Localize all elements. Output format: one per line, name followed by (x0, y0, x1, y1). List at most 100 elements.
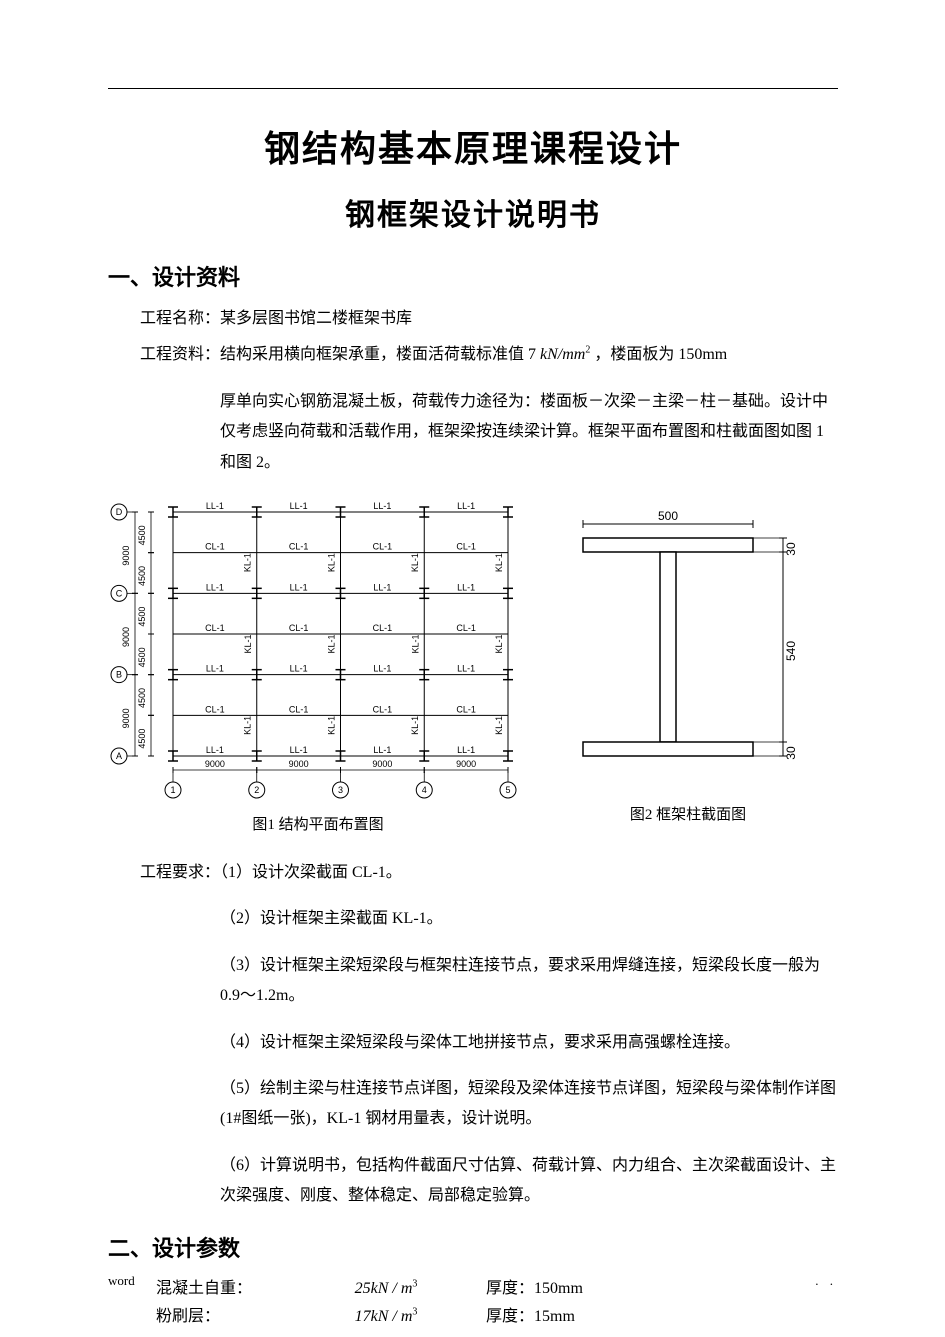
param-2-value: 17kN / m3 (286, 1303, 486, 1330)
svg-text:4500: 4500 (137, 566, 147, 586)
line-project-name: 工程名称：某多层图书馆二楼框架书库 (108, 304, 838, 334)
svg-text:9000: 9000 (456, 759, 476, 769)
projinfo-prefix: 工程资料：结构采用横向框架承重，楼面活荷载标准值 7 (140, 346, 536, 363)
req-4: （4）设计框架主梁短梁段与梁体工地拼接节点，要求采用高强螺栓连接。 (220, 1028, 838, 1058)
page: 钢结构基本原理课程设计 钢框架设计说明书 一、设计资料 工程名称：某多层图书馆二… (0, 0, 945, 1337)
svg-text:LL-1: LL-1 (373, 501, 391, 511)
svg-text:D: D (116, 507, 123, 517)
svg-text:C: C (116, 588, 123, 598)
param-1-value-exp: 3 (412, 1279, 417, 1290)
svg-text:CL-1: CL-1 (456, 542, 476, 552)
figure-2: 500 30 540 30 图2 框架柱截面图 (558, 494, 818, 824)
req-2: （2）设计框架主梁截面 KL-1。 (220, 904, 838, 934)
svg-text:4500: 4500 (137, 729, 147, 749)
svg-text:2: 2 (254, 785, 259, 795)
param-2-name: 粉刷层： (156, 1303, 286, 1330)
svg-text:KL-1: KL-1 (243, 716, 253, 735)
svg-text:CL-1: CL-1 (289, 542, 309, 552)
svg-text:LL-1: LL-1 (457, 582, 475, 592)
svg-text:CL-1: CL-1 (373, 623, 393, 633)
svg-text:4: 4 (422, 785, 427, 795)
svg-text:LL-1: LL-1 (457, 664, 475, 674)
content: 钢结构基本原理课程设计 钢框架设计说明书 一、设计资料 工程名称：某多层图书馆二… (108, 120, 838, 1330)
svg-text:30: 30 (784, 746, 798, 760)
svg-text:CL-1: CL-1 (373, 704, 393, 714)
svg-text:5: 5 (505, 785, 510, 795)
svg-text:LL-1: LL-1 (457, 501, 475, 511)
projinfo-unit: kN/mm (540, 346, 585, 363)
svg-text:9000: 9000 (121, 627, 131, 647)
svg-text:A: A (116, 751, 122, 761)
param-2-thick: 厚度：15mm (486, 1303, 636, 1330)
param-row-1: 混凝土自重： 25kN / m3 厚度：150mm (156, 1275, 838, 1302)
param-2-value-text: 17kN / m (355, 1308, 413, 1325)
figure-2-caption: 图2 框架柱截面图 (558, 803, 818, 824)
param-1-thick: 厚度：150mm (486, 1275, 636, 1302)
figure-1-svg: LL-1 LL-1 LL-1 LL-1 LL-1 LL-1 LL-1 LL-1 LL-1 LL-1… (108, 494, 528, 804)
svg-text:KL-1: KL-1 (494, 634, 504, 653)
projinfo-unit-exp: 2 (585, 345, 590, 356)
svg-text:KL-1: KL-1 (410, 634, 420, 653)
svg-text:LL-1: LL-1 (373, 664, 391, 674)
svg-text:CL-1: CL-1 (205, 704, 225, 714)
line-project-info: 工程资料：结构采用横向框架承重，楼面活荷载标准值 7 kN/mm2 ，楼面板为 … (108, 340, 838, 370)
svg-text:9000: 9000 (121, 708, 131, 728)
doc-title-2: 钢框架设计说明书 (108, 190, 838, 234)
svg-text:4500: 4500 (137, 647, 147, 667)
projinfo-suffix: ，楼面板为 150mm (594, 346, 727, 363)
svg-text:KL-1: KL-1 (410, 716, 420, 735)
svg-text:4500: 4500 (137, 607, 147, 627)
projinfo-block: 厚单向实心钢筋混凝土板，荷载传力途径为：楼面板－次梁－主梁－柱－基础。设计中仅考… (220, 387, 838, 478)
svg-text:9000: 9000 (205, 759, 225, 769)
svg-text:LL-1: LL-1 (457, 745, 475, 755)
svg-text:LL-1: LL-1 (290, 664, 308, 674)
svg-text:CL-1: CL-1 (456, 623, 476, 633)
svg-text:540: 540 (784, 641, 798, 661)
svg-text:KL-1: KL-1 (410, 553, 420, 572)
svg-text:CL-1: CL-1 (373, 542, 393, 552)
svg-text:4500: 4500 (137, 688, 147, 708)
param-2-value-exp: 3 (412, 1306, 417, 1317)
svg-text:LL-1: LL-1 (206, 582, 224, 592)
svg-text:LL-1: LL-1 (290, 745, 308, 755)
svg-text:CL-1: CL-1 (205, 542, 225, 552)
req-5: （5）绘制主梁与柱连接节点详图，短梁段及梁体连接节点详图，短梁段与梁体制作详图(… (220, 1074, 838, 1135)
param-1-value: 25kN / m3 (286, 1275, 486, 1302)
svg-text:LL-1: LL-1 (373, 582, 391, 592)
svg-text:LL-1: LL-1 (206, 664, 224, 674)
doc-title-1: 钢结构基本原理课程设计 (108, 120, 838, 172)
section-1-heading: 一、设计资料 (108, 260, 838, 292)
svg-text:LL-1: LL-1 (290, 582, 308, 592)
svg-text:KL-1: KL-1 (327, 716, 337, 735)
svg-text:9000: 9000 (372, 759, 392, 769)
svg-text:B: B (116, 670, 122, 680)
svg-text:CL-1: CL-1 (289, 623, 309, 633)
svg-text:9000: 9000 (289, 759, 309, 769)
svg-text:3: 3 (338, 785, 343, 795)
figure-2-svg: 500 30 540 30 (558, 494, 818, 794)
svg-text:4500: 4500 (137, 525, 147, 545)
req-6: （6）计算说明书，包括构件截面尺寸估算、荷载计算、内力组合、主次梁截面设计、主次… (220, 1151, 838, 1212)
svg-text:30: 30 (784, 542, 798, 556)
svg-text:KL-1: KL-1 (494, 553, 504, 572)
section-2-heading: 二、设计参数 (108, 1231, 838, 1263)
svg-text:CL-1: CL-1 (205, 623, 225, 633)
svg-text:LL-1: LL-1 (373, 745, 391, 755)
svg-text:LL-1: LL-1 (206, 501, 224, 511)
svg-text:KL-1: KL-1 (494, 716, 504, 735)
req-1: 工程要求：（1）设计次梁截面 CL-1。 (108, 858, 838, 888)
param-1-name: 混凝土自重： (156, 1275, 286, 1302)
svg-text:KL-1: KL-1 (243, 634, 253, 653)
svg-text:1: 1 (170, 785, 175, 795)
param-row-2: 粉刷层： 17kN / m3 厚度：15mm (156, 1303, 838, 1330)
svg-text:CL-1: CL-1 (456, 704, 476, 714)
figure-1-caption: 图1 结构平面布置图 (108, 813, 528, 834)
figure-1: LL-1 LL-1 LL-1 LL-1 LL-1 LL-1 LL-1 LL-1 LL-1 LL-1… (108, 494, 528, 834)
header-rule (108, 88, 838, 89)
svg-text:KL-1: KL-1 (243, 553, 253, 572)
design-params: 混凝土自重： 25kN / m3 厚度：150mm 粉刷层： 17kN / m3… (156, 1275, 838, 1329)
svg-text:KL-1: KL-1 (327, 634, 337, 653)
svg-text:LL-1: LL-1 (206, 745, 224, 755)
svg-text:500: 500 (658, 509, 678, 523)
footer-left: word (108, 1273, 135, 1289)
